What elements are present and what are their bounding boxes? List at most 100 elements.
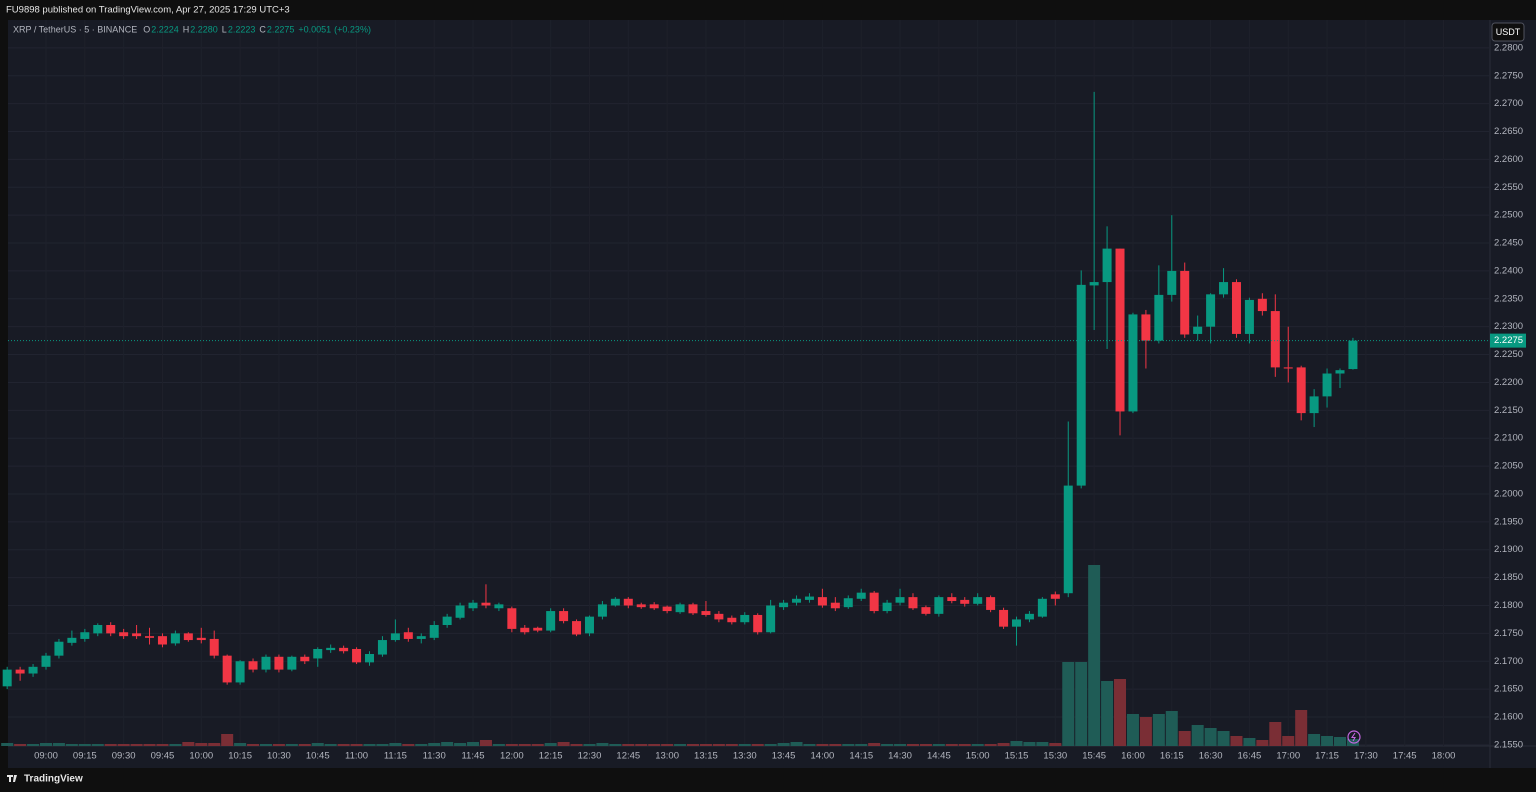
volume-bar <box>738 744 751 746</box>
change: +0.0051 <box>298 24 331 34</box>
volume-bar <box>441 742 454 746</box>
candle-body <box>559 611 569 622</box>
currency-box[interactable] <box>1491 22 1525 42</box>
volume-bar <box>350 744 363 746</box>
volume-bar <box>182 742 195 746</box>
volume-bar <box>958 744 971 746</box>
candle-body <box>934 597 944 614</box>
candle-body <box>1348 340 1358 370</box>
y-tick-label: 2.1850 <box>1494 572 1523 583</box>
candle-body <box>973 597 983 604</box>
candle-body <box>766 605 776 633</box>
candle-body <box>908 597 918 609</box>
volume-bar <box>1 743 14 746</box>
candle-body <box>93 625 103 634</box>
x-tick-label: 12:00 <box>500 751 524 762</box>
volume-bar <box>156 744 169 746</box>
y-tick-label: 2.1950 <box>1494 516 1523 527</box>
y-tick-label: 2.2000 <box>1494 488 1523 499</box>
x-tick-label: 13:45 <box>772 751 796 762</box>
candle-body <box>119 632 129 637</box>
candle-body <box>248 661 258 670</box>
y-tick-label: 2.2400 <box>1494 265 1523 276</box>
x-tick-label: 15:00 <box>966 751 990 762</box>
volume-bar <box>932 744 945 746</box>
y-tick-label: 2.1750 <box>1494 628 1523 639</box>
volume-bar <box>298 744 311 746</box>
candle-body <box>999 609 1009 627</box>
x-tick-label: 11:00 <box>345 751 368 762</box>
volume-bar <box>609 744 622 746</box>
volume-bar <box>622 744 635 746</box>
y-tick-label: 2.2050 <box>1494 461 1523 472</box>
y-tick-label: 2.2250 <box>1494 349 1523 360</box>
candle-body <box>662 606 672 612</box>
volume-bar <box>1152 714 1165 746</box>
candle-body <box>170 633 180 644</box>
volume-bar <box>725 744 738 746</box>
x-tick-label: 10:00 <box>189 751 213 762</box>
candle-body <box>1102 248 1112 283</box>
candle-body <box>753 614 763 633</box>
volume-bar <box>971 744 984 746</box>
candle-body <box>183 633 193 641</box>
candle-body <box>921 607 931 614</box>
x-tick-label: 10:30 <box>267 751 291 762</box>
candle-body <box>132 633 142 637</box>
candle-body <box>1322 373 1332 397</box>
candle-body <box>54 641 64 656</box>
volume-bar <box>65 744 78 746</box>
volume-bar <box>687 744 699 746</box>
volume-bar <box>518 744 531 746</box>
currency[interactable]: USDT <box>1496 27 1521 37</box>
x-tick-label: 17:15 <box>1315 751 1339 762</box>
chart-panel <box>8 20 1536 768</box>
volume-bar <box>143 744 156 746</box>
x-tick-label: 11:30 <box>423 751 446 762</box>
candle-body <box>688 604 698 614</box>
volume-bar <box>777 743 790 746</box>
candle-body <box>300 656 310 662</box>
volume-bar <box>557 742 570 746</box>
volume-bar <box>285 744 298 746</box>
event-icon[interactable] <box>1347 730 1361 744</box>
volume-bar <box>117 744 130 746</box>
candle-body <box>455 605 465 618</box>
candle-body <box>572 621 582 635</box>
volume-bar <box>945 744 958 746</box>
candle-body <box>1335 370 1345 374</box>
candle-body <box>1141 314 1151 341</box>
volume-bar <box>868 743 881 746</box>
volume-bar <box>1230 736 1243 746</box>
x-tick-label: 15:15 <box>1005 751 1029 762</box>
candle-body <box>843 598 853 608</box>
volume-bar <box>1243 738 1256 746</box>
x-tick-label: 17:45 <box>1393 751 1417 762</box>
volume-bar <box>648 744 661 746</box>
x-tick-label: 12:30 <box>578 751 602 762</box>
volume-bar <box>428 743 441 746</box>
x-tick-label: 16:15 <box>1160 751 1184 762</box>
candle-body <box>429 625 439 638</box>
y-tick-label: 2.2650 <box>1494 126 1523 137</box>
x-tick-label: 15:30 <box>1043 751 1067 762</box>
volume-bar <box>78 744 91 746</box>
volume-bar <box>1114 679 1127 746</box>
volume-bar <box>363 744 376 746</box>
candle-body <box>2 669 12 687</box>
x-tick-label: 10:15 <box>228 751 252 762</box>
candle-body <box>1167 270 1177 295</box>
y-tick-label: 2.2350 <box>1494 293 1523 304</box>
y-tick-label: 2.2700 <box>1494 98 1523 109</box>
x-tick-label: 18:00 <box>1432 751 1456 762</box>
candle-body <box>1076 284 1086 486</box>
candle-body <box>274 656 284 670</box>
candle-body <box>1206 294 1216 327</box>
candle-body <box>610 598 620 606</box>
ohlc-value: 2.2275 <box>267 24 295 34</box>
x-tick-label: 09:15 <box>73 751 97 762</box>
volume-bar <box>1256 740 1269 746</box>
y-tick-label: 2.1550 <box>1494 739 1523 750</box>
candle-body <box>507 608 517 629</box>
